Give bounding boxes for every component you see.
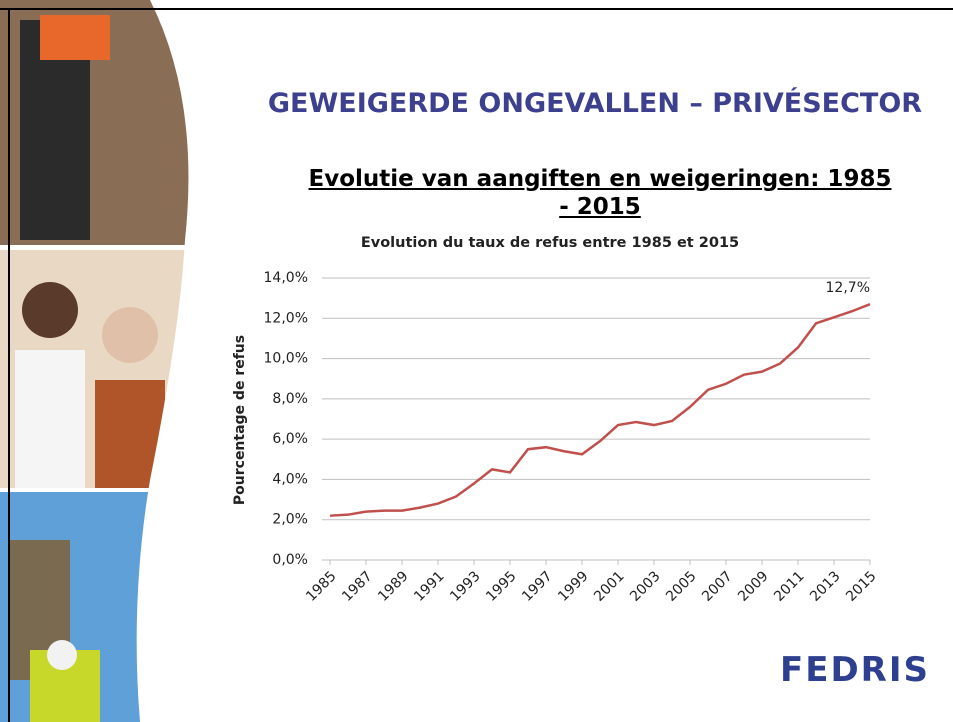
x-tick-label: 1993 [447,568,484,605]
x-tick-label: 1997 [519,568,556,605]
slide-title: GEWEIGERDE ONGEVALLEN – PRIVÉSECTOR [250,88,940,119]
y-tick-label: 6,0% [272,431,308,447]
x-tick-label: 2011 [771,568,808,605]
x-tick-label: 1995 [483,568,520,605]
photo-strip [0,0,200,722]
x-tick-label: 1985 [303,568,340,605]
y-tick-label: 4,0% [272,471,308,487]
y-tick-label: 12,0% [264,310,308,326]
x-tick-label: 2003 [627,568,664,605]
chart-title: Evolution du taux de refus entre 1985 et… [361,235,739,251]
x-tick-label: 2005 [663,568,700,605]
x-tick-label: 1999 [555,568,592,605]
y-tick-label: 14,0% [264,270,308,286]
y-tick-label: 8,0% [272,391,308,407]
x-tick-label: 1989 [375,568,412,605]
x-tick-label: 1991 [411,568,448,605]
y-tick-label: 2,0% [272,512,308,528]
value-label: 12,7% [826,280,870,296]
logo: FEDRIS [780,650,930,690]
x-tick-label: 2015 [843,568,880,605]
y-axis-label: Pourcentage de refus [232,335,248,505]
x-tick-label: 2013 [807,568,844,605]
x-tick-label: 2001 [591,568,628,605]
x-tick-label: 1987 [339,568,376,605]
x-tick-label: 2007 [699,568,736,605]
slide: Evolution du taux de refus entre 1985 et… [0,0,953,722]
y-tick-label: 0,0% [272,552,308,568]
slide-subtitle: Evolutie van aangiften en weigeringen: 1… [300,165,900,221]
y-tick-label: 10,0% [264,351,308,367]
x-tick-label: 2009 [735,568,772,605]
line [330,304,870,516]
